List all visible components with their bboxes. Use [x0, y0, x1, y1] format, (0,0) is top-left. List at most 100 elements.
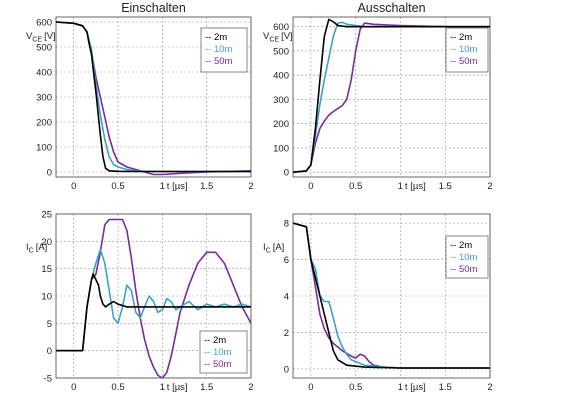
x-axis-symbol: t: [405, 181, 410, 192]
y-tick-label: 20: [41, 237, 52, 248]
x-tick-label: 2: [248, 181, 253, 192]
x-axis-unit: [µs]: [172, 181, 188, 192]
y-axis-subscript: CE: [32, 37, 42, 44]
chart-ausschalten-vce: 0 0.5 1 1.5 2 0 100 200 300 400 500 600 Ausschalten t…: [263, 1, 493, 192]
legend-entry: -- 50m: [450, 264, 478, 275]
x-axis-unit: [µs]: [410, 181, 426, 192]
y-tick-label: 300: [36, 93, 52, 104]
y-tick-label: 400: [273, 71, 289, 82]
x-tick-label: 1.5: [439, 181, 452, 192]
x-axis-label: t [µs]: [405, 382, 426, 393]
y-tick-label: 600: [273, 22, 289, 33]
x-axis-symbol: t: [167, 181, 172, 192]
x-tick-label: 0: [71, 382, 76, 393]
x-axis-unit: [µs]: [172, 382, 188, 393]
plot-frame: [55, 213, 252, 379]
plot-frame: [292, 16, 491, 178]
chart-title: Einschalten: [121, 1, 186, 15]
x-axis-symbol: t: [405, 382, 410, 393]
y-axis-label: IC [A]: [263, 242, 284, 255]
y-axis-unit: [A]: [273, 242, 285, 253]
legend-entry: -- 10m: [450, 252, 478, 263]
legend-box: [200, 27, 248, 73]
series-line-2m: [56, 21, 251, 173]
legend-entry: -- 2m: [204, 335, 226, 346]
x-axis-symbol: t: [167, 382, 172, 393]
y-axis-subscript: CE: [269, 37, 279, 44]
y-axis-symbol: V: [263, 31, 270, 42]
y-tick-label: 200: [273, 119, 289, 130]
y-tick-label: 100: [273, 143, 289, 154]
legend-entry: -- 2m: [450, 32, 472, 43]
series-line-2m: [293, 222, 490, 369]
legend-entry: -- 10m: [205, 44, 233, 55]
y-tick-label: 400: [36, 68, 52, 79]
y-tick-label: 2: [284, 328, 289, 339]
series-line-2m: [293, 18, 490, 173]
x-tick-label: 2: [487, 382, 492, 393]
x-axis-label: t [µs]: [167, 181, 188, 192]
legend-entry: -- 10m: [450, 44, 478, 55]
chart-ausschalten-ic: 0 0.5 1 1.5 2 0 2 4 6 8 t [µs] IC [A] -- 2m-- 10m-- 5…: [263, 213, 493, 393]
y-tick-label: 4: [284, 292, 289, 303]
y-axis-subscript: C: [29, 248, 34, 255]
y-axis-symbol: I: [26, 242, 29, 253]
y-axis-label: VCE [V]: [26, 31, 56, 44]
legend-entry: -- 2m: [450, 240, 472, 251]
y-tick-label: -5: [44, 374, 52, 385]
x-tick-label: 1.5: [200, 382, 213, 393]
y-tick-label: 25: [41, 210, 52, 221]
x-axis-label: t [µs]: [405, 181, 426, 192]
legend-box: [445, 27, 489, 73]
x-axis-label: t [µs]: [167, 382, 188, 393]
y-tick-label: 100: [36, 143, 52, 154]
x-tick-label: 0: [308, 181, 313, 192]
y-tick-label: 200: [36, 118, 52, 129]
y-axis-symbol: I: [263, 242, 266, 253]
x-tick-label: 0: [71, 181, 76, 192]
y-tick-label: 0: [284, 364, 289, 375]
x-tick-label: 0.5: [111, 181, 124, 192]
legend-entry: -- 50m: [204, 359, 232, 370]
y-tick-label: 0: [47, 346, 52, 357]
x-tick-label: 0.5: [349, 382, 362, 393]
y-axis-subscript: C: [266, 248, 271, 255]
y-tick-label: 6: [284, 255, 289, 266]
series-line-50m: [56, 218, 251, 378]
x-tick-label: 1.5: [200, 181, 213, 192]
y-tick-label: 500: [273, 46, 289, 57]
legend-entry: -- 50m: [450, 56, 478, 67]
x-tick-label: 0.5: [111, 382, 124, 393]
chart-title: Ausschalten: [357, 1, 425, 15]
x-tick-label: 1: [160, 181, 165, 192]
series-line-50m: [293, 22, 490, 173]
y-axis-unit: [A]: [36, 242, 48, 253]
y-tick-label: 5: [47, 319, 52, 330]
legend-entry: -- 50m: [205, 56, 233, 67]
series-line-2m: [56, 273, 251, 352]
y-axis-symbol: V: [26, 31, 33, 42]
x-tick-label: 1: [398, 382, 403, 393]
x-tick-label: 1: [160, 382, 165, 393]
y-tick-label: 15: [41, 264, 52, 275]
y-axis-unit: [V]: [44, 31, 56, 42]
x-tick-label: 2: [248, 382, 253, 393]
legend-box: [199, 330, 248, 374]
legend-entry: -- 2m: [205, 32, 227, 43]
x-tick-label: 0: [308, 382, 313, 393]
plot-frame: [292, 213, 491, 379]
y-tick-label: 600: [36, 18, 52, 29]
x-tick-label: 2: [487, 181, 492, 192]
chart-einschalten-vce: 0 0.5 1 1.5 2 0 100 200 300 400 500 600 Einschalten t…: [26, 1, 254, 192]
legend-entry: -- 10m: [204, 347, 232, 358]
legend-box: [445, 235, 489, 279]
x-tick-label: 1: [398, 181, 403, 192]
y-axis-unit: [V]: [281, 31, 293, 42]
plot-frame: [55, 16, 252, 178]
y-axis-label: IC [A]: [26, 242, 47, 255]
y-tick-label: 500: [36, 43, 52, 54]
y-tick-label: 300: [273, 95, 289, 106]
y-tick-label: 0: [284, 168, 289, 179]
x-tick-label: 0.5: [349, 181, 362, 192]
